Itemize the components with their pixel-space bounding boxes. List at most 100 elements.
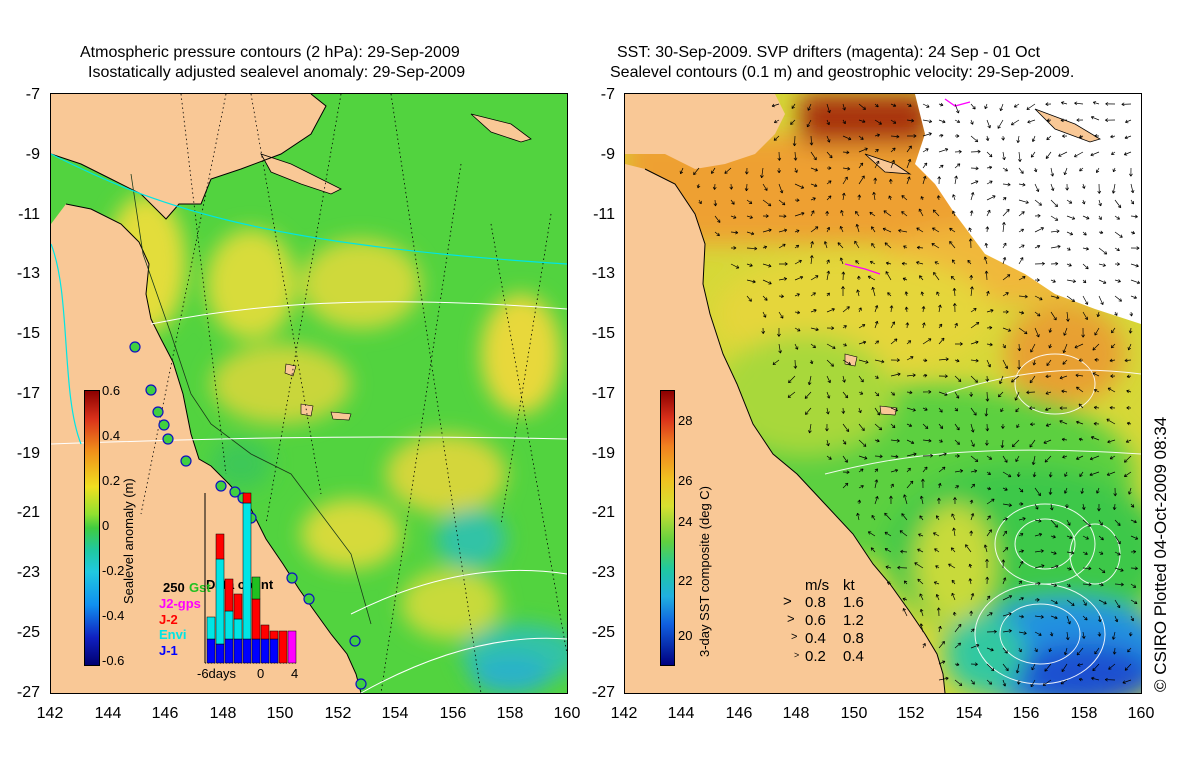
- velocity-vector: [970, 662, 978, 667]
- velocity-vector: [823, 241, 828, 249]
- velocity-vector: [1018, 517, 1026, 521]
- velocity-vector: [986, 325, 993, 330]
- velocity-vector: [901, 513, 908, 521]
- velocity-vector: [1034, 487, 1041, 497]
- velocity-vector: [938, 102, 944, 107]
- velocity-vector: [1130, 279, 1141, 285]
- velocity-vector: [1112, 503, 1117, 511]
- velocity-vector: [890, 119, 897, 124]
- velocity-vector: [1093, 421, 1100, 426]
- velocity-vector: [807, 103, 812, 111]
- velocity-vector: [1114, 582, 1124, 587]
- velocity-vector: [1031, 663, 1036, 671]
- velocity-vector: [858, 407, 862, 414]
- velocity-vector: [970, 375, 979, 383]
- velocity-vector: [970, 321, 980, 329]
- histogram-x-label: -6days: [197, 666, 237, 681]
- velocity-vector: [810, 275, 819, 281]
- velocity-vector: [874, 438, 880, 443]
- velocity-vector: [890, 423, 896, 429]
- velocity-vector: [938, 423, 944, 429]
- velocity-vector: [1034, 214, 1041, 218]
- velocity-vector: [970, 455, 979, 463]
- sst-map[interactable]: 28 26 24 22 20 3-day SST composite (deg …: [624, 93, 1142, 694]
- x-tick-label: 160: [553, 705, 581, 722]
- velocity-vector: [970, 593, 975, 601]
- velocity-vector: [842, 103, 846, 111]
- velocity-vector: [1034, 564, 1045, 569]
- velocity-vector: [919, 515, 924, 521]
- velocity-vector: [1093, 388, 1100, 393]
- velocity-vector: [858, 340, 867, 345]
- velocity-vector: [1002, 471, 1012, 478]
- x-tick-label: 150: [266, 705, 294, 722]
- velocity-vector: [1026, 103, 1036, 110]
- velocity-vector: [1111, 631, 1116, 640]
- velocity-vector: [1063, 327, 1068, 336]
- velocity-vector: [890, 407, 898, 412]
- velocity-vector: [922, 103, 930, 108]
- x-tick-label: 158: [496, 705, 524, 722]
- velocity-vector: [808, 423, 812, 434]
- y-tick-label: -23: [591, 564, 615, 581]
- velocity-vector: [900, 549, 908, 554]
- velocity-vector: [1063, 647, 1068, 656]
- velocity-vector: [744, 183, 749, 192]
- velocity-vector: [1095, 167, 1100, 173]
- velocity-vector: [1098, 599, 1107, 605]
- legend-j2gps: J2-gps: [159, 596, 201, 611]
- colorbar-tick: -0.2: [102, 563, 125, 578]
- velocity-vector: [888, 178, 893, 185]
- speed-legend-ms: 0.8: [805, 594, 826, 611]
- velocity-vector: [933, 532, 940, 537]
- velocity-vector: [826, 359, 834, 367]
- velocity-vector: [1113, 487, 1118, 497]
- velocity-vector: [778, 343, 782, 354]
- velocity-vector: [986, 151, 993, 158]
- velocity-vector: [938, 660, 946, 665]
- velocity-vector: [857, 499, 862, 505]
- velocity-vector: [954, 679, 963, 686]
- velocity-vector: [826, 166, 832, 170]
- velocity-vector: [1002, 208, 1010, 217]
- velocity-vector: [985, 558, 989, 569]
- velocity-vector: [1066, 550, 1075, 555]
- velocity-vector: [858, 468, 864, 473]
- velocity-vector: [777, 167, 781, 174]
- velocity-vector: [1034, 532, 1043, 537]
- velocity-vector: [826, 226, 831, 233]
- velocity-vector: [1078, 403, 1084, 409]
- velocity-vector: [884, 512, 892, 521]
- velocity-vector: [905, 322, 910, 329]
- velocity-vector: [1034, 278, 1040, 282]
- histogram-x-label: 4: [291, 666, 299, 681]
- velocity-vector: [970, 286, 974, 297]
- velocity-vector: [906, 407, 916, 412]
- velocity-vector: [969, 275, 974, 281]
- velocity-vector: [724, 167, 732, 174]
- velocity-vector: [1126, 374, 1132, 379]
- velocity-vector: [1127, 647, 1132, 653]
- x-tick-label: 152: [897, 705, 925, 722]
- velocity-vector: [884, 548, 892, 553]
- velocity-vector: [986, 342, 993, 347]
- velocity-vector: [807, 375, 812, 386]
- velocity-vector: [1066, 295, 1076, 303]
- velocity-vector: [1029, 406, 1036, 410]
- velocity-vector: [1123, 471, 1132, 478]
- velocity-vector: [1097, 503, 1101, 512]
- velocity-vector: [1082, 551, 1088, 555]
- velocity-vector: [839, 225, 844, 233]
- velocity-vector: [1098, 535, 1104, 541]
- velocity-vector: [920, 291, 925, 297]
- velocity-vector: [885, 565, 892, 569]
- velocity-vector: [826, 103, 831, 114]
- velocity-vector: [874, 423, 883, 431]
- sealevel-anomaly-map[interactable]: 0.6 0.4 0.2 0 -0.2 -0.4 -0.6 Sealevel an…: [50, 93, 568, 694]
- velocity-vector: [885, 271, 892, 281]
- velocity-vector: [986, 498, 995, 505]
- velocity-vector: [1062, 359, 1068, 365]
- velocity-vector: [867, 275, 876, 281]
- velocity-vector: [874, 133, 880, 138]
- y-tick-label: -25: [16, 624, 40, 641]
